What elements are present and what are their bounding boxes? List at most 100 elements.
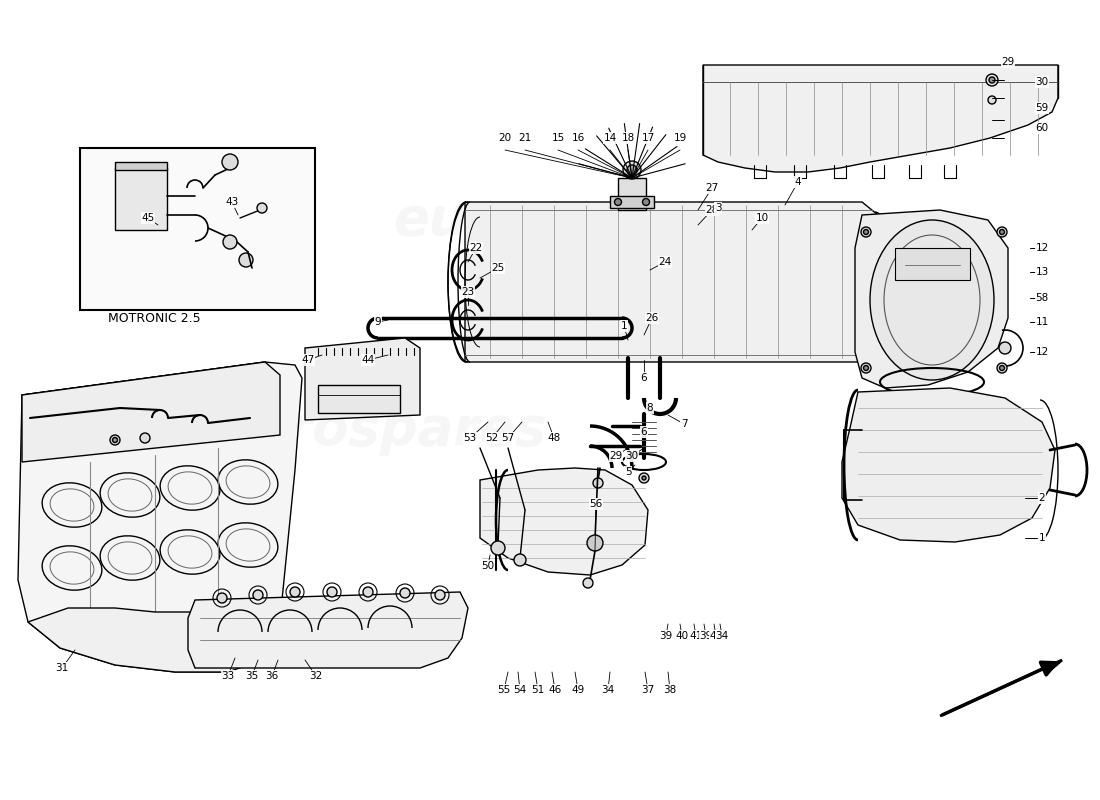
Circle shape <box>997 227 1006 237</box>
Text: 43: 43 <box>226 197 239 207</box>
Bar <box>116 168 167 230</box>
Text: 1: 1 <box>1038 533 1045 543</box>
Text: 26: 26 <box>646 313 659 323</box>
Text: 37: 37 <box>641 685 654 695</box>
Circle shape <box>642 476 646 480</box>
Circle shape <box>290 587 300 597</box>
Text: 33: 33 <box>221 671 234 681</box>
Circle shape <box>864 230 869 234</box>
Circle shape <box>110 435 120 445</box>
Text: 57: 57 <box>502 433 515 443</box>
Circle shape <box>642 198 649 206</box>
Ellipse shape <box>870 220 994 380</box>
Circle shape <box>239 253 253 267</box>
Text: 46: 46 <box>549 685 562 695</box>
Circle shape <box>864 366 869 370</box>
Circle shape <box>999 342 1011 354</box>
Circle shape <box>363 587 373 597</box>
Polygon shape <box>480 468 648 575</box>
Text: 30: 30 <box>626 451 639 461</box>
Text: 18: 18 <box>621 133 635 143</box>
Text: 44: 44 <box>362 355 375 365</box>
Circle shape <box>997 363 1006 373</box>
Text: 6: 6 <box>640 373 647 383</box>
Polygon shape <box>305 338 420 420</box>
Text: 29: 29 <box>1001 57 1014 67</box>
Text: 60: 60 <box>1035 123 1048 133</box>
Text: 11: 11 <box>1035 317 1048 327</box>
Circle shape <box>583 578 593 588</box>
Circle shape <box>434 590 446 600</box>
Polygon shape <box>18 362 303 672</box>
Text: eurospares: eurospares <box>394 194 727 246</box>
Text: 58: 58 <box>1035 293 1048 303</box>
Text: 48: 48 <box>548 433 561 443</box>
Polygon shape <box>842 388 1055 542</box>
Text: 15: 15 <box>551 133 564 143</box>
Text: 42: 42 <box>710 631 723 641</box>
Text: 2: 2 <box>1038 493 1045 503</box>
Text: 16: 16 <box>571 133 584 143</box>
Text: 19: 19 <box>673 133 686 143</box>
Circle shape <box>112 438 118 442</box>
Text: 29: 29 <box>609 451 623 461</box>
Text: 41: 41 <box>690 631 703 641</box>
Polygon shape <box>855 210 1008 388</box>
Circle shape <box>986 74 998 86</box>
Circle shape <box>222 154 238 170</box>
Circle shape <box>223 235 236 249</box>
Text: 13: 13 <box>1035 267 1048 277</box>
Circle shape <box>217 593 227 603</box>
Text: 10: 10 <box>756 213 769 223</box>
Text: 35: 35 <box>245 671 258 681</box>
Bar <box>80 148 315 310</box>
Text: 45: 45 <box>142 213 155 223</box>
Circle shape <box>491 541 505 555</box>
Bar <box>116 162 167 170</box>
Circle shape <box>253 590 263 600</box>
Text: 22: 22 <box>470 243 483 253</box>
Text: 4: 4 <box>794 177 801 187</box>
Circle shape <box>989 77 996 83</box>
Polygon shape <box>465 202 886 362</box>
Circle shape <box>1000 366 1004 370</box>
Bar <box>610 196 654 208</box>
Text: 47: 47 <box>301 355 315 365</box>
Text: 25: 25 <box>492 263 505 273</box>
Circle shape <box>327 587 337 597</box>
Text: 51: 51 <box>531 685 544 695</box>
Text: 40: 40 <box>675 631 689 641</box>
Text: 7: 7 <box>681 419 688 429</box>
Circle shape <box>988 96 996 104</box>
Text: 3: 3 <box>715 203 722 213</box>
Bar <box>318 385 400 413</box>
Text: 55: 55 <box>497 685 510 695</box>
Text: 12: 12 <box>1035 243 1048 253</box>
Text: 21: 21 <box>518 133 531 143</box>
Text: 31: 31 <box>55 663 68 673</box>
Text: 53: 53 <box>463 433 476 443</box>
Text: 39: 39 <box>659 631 672 641</box>
Text: 8: 8 <box>647 403 653 413</box>
Polygon shape <box>188 592 468 668</box>
Text: 1: 1 <box>620 321 627 331</box>
Text: eurospares: eurospares <box>213 404 547 456</box>
Text: 54: 54 <box>514 685 527 695</box>
Polygon shape <box>703 65 1058 172</box>
Text: 38: 38 <box>663 685 676 695</box>
Text: MOTRONIC 2.5: MOTRONIC 2.5 <box>108 311 200 325</box>
Text: 20: 20 <box>498 133 512 143</box>
Circle shape <box>1000 230 1004 234</box>
Text: 17: 17 <box>641 133 654 143</box>
Text: 27: 27 <box>705 183 718 193</box>
Circle shape <box>861 227 871 237</box>
Text: 12: 12 <box>1035 347 1048 357</box>
Text: 32: 32 <box>309 671 322 681</box>
Text: 34: 34 <box>715 631 728 641</box>
Circle shape <box>639 473 649 483</box>
Text: 59: 59 <box>1035 103 1048 113</box>
Bar <box>618 178 646 210</box>
Text: 34: 34 <box>602 685 615 695</box>
Circle shape <box>514 554 526 566</box>
Circle shape <box>587 535 603 551</box>
